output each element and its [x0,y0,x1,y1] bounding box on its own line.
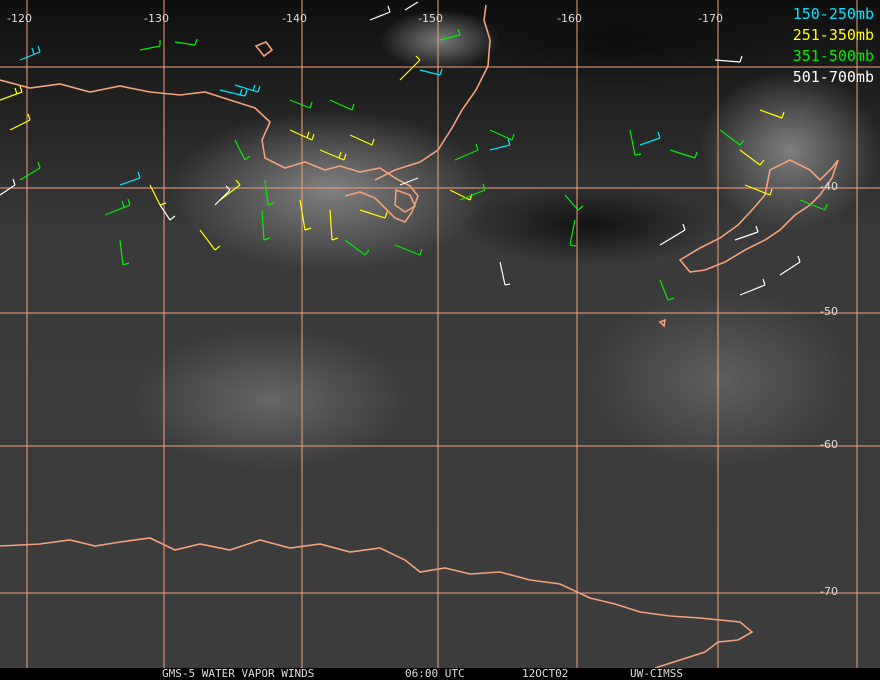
antarctica-coast [0,537,754,669]
tasmania-coast [394,188,417,213]
latitude-label: -70 [820,585,838,598]
longitude-label: -130 [144,12,169,25]
legend-item-501-700mb: 501-700mb [792,68,874,86]
wind-barb [261,209,271,241]
wind-barb [159,204,176,221]
wind-barb [719,129,745,146]
wind-barb [174,38,198,46]
australia-coast [0,79,419,223]
wind-barb [289,129,315,141]
wind-barb [264,179,275,206]
wind-barb [659,223,686,246]
wind-barb [219,88,248,97]
wind-barb [459,183,486,201]
wind-barb [19,45,41,61]
wind-barb [0,178,16,196]
wind-barb [234,139,251,161]
legend-item-351-500mb: 351-500mb [792,47,874,65]
date-label: 12OCT02 [522,667,569,680]
new-zealand-coast [678,159,839,273]
wind-barb [489,129,515,141]
coastlines [0,4,839,669]
wind-barb [564,194,584,211]
pressure-legend: 150-250mb 251-350mb 351-500mb 501-700mb [793,4,874,88]
wind-barb [299,199,312,231]
cloud-swirl [590,290,850,470]
longitude-label: -170 [698,12,723,25]
wind-barb [779,255,801,276]
wind-barbs-251-350mb [0,55,785,251]
wind-barb [0,85,23,101]
dry-slot [460,185,720,265]
wind-barb [759,109,785,119]
wind-barb [329,99,355,111]
wind-barb [344,239,370,256]
wind-barb [714,55,743,63]
cloud-mass [700,70,880,230]
wind-barbs-501-700mb [0,1,801,296]
wind-barb [659,279,675,301]
legend-item-251-350mb: 251-350mb [792,26,874,44]
longitude-label: -120 [7,12,32,25]
wind-barb [799,199,828,211]
australia-east-coast [374,4,491,181]
time-label: 06:00 UTC [405,667,465,680]
island-coast [254,41,274,58]
wind-barb [639,131,661,146]
wind-barb [439,28,461,41]
longitude-label: -150 [418,12,443,25]
wind-barb [394,244,423,256]
wind-barb [734,225,759,241]
product-name: GMS-5 WATER VAPOR WINDS [162,667,315,680]
wind-barb [234,84,261,93]
wind-barb [19,161,41,181]
wind-barb [744,184,773,196]
wind-barb [489,138,511,151]
dry-region [440,0,800,85]
wind-barb [319,149,347,161]
source-label: UW-CIMSS [630,667,683,680]
wind-barb [9,113,31,131]
wind-barb [289,99,313,109]
latitude-label: -50 [820,305,838,318]
wind-barb [499,261,511,286]
wind-barb [739,278,766,296]
wind-barb [329,209,339,241]
wind-barb [399,177,419,186]
wind-barb [214,185,231,206]
wind-barb [149,184,167,206]
longitude-label: -140 [282,12,307,25]
wind-barb [399,55,421,81]
wind-barb [404,1,419,11]
island-coast [658,318,667,328]
longitude-label: -160 [557,12,582,25]
latitude-label: -60 [820,438,838,451]
wind-barb [419,68,443,76]
wind-barbs [0,1,828,301]
wind-barb [139,40,161,51]
wind-barb [119,239,130,266]
wind-barb [629,129,642,156]
wind-barb [369,5,391,21]
latitude-label: -40 [820,180,838,193]
wind-barb [349,134,375,146]
cloud-swirl [130,330,410,470]
wind-barb [199,229,221,251]
wind-barbs-351-500mb [19,28,828,301]
wind-barb [104,198,131,216]
wind-barb [454,143,479,161]
wind-barb [569,219,577,247]
wind-barb [739,149,765,166]
wind-barb [359,209,388,219]
wind-barb [119,171,141,186]
footer-bar: GMS-5 WATER VAPOR WINDS 06:00 UTC 12OCT0… [0,668,880,680]
legend-item-150-250mb: 150-250mb [792,5,874,23]
wind-barbs-150-250mb [19,45,661,186]
wind-barb [669,149,698,159]
cloud-mass [170,110,490,270]
